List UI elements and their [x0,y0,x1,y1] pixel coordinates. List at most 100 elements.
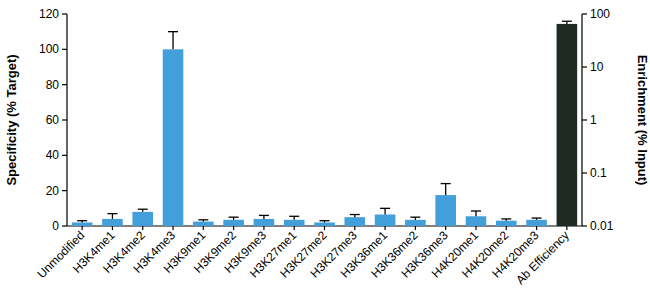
error-cap [259,215,269,216]
error-cap [562,21,572,22]
x-tick [172,226,173,230]
error-bar [138,209,148,212]
x-tick [324,226,325,230]
error-cap [532,217,542,218]
y-tick [62,49,67,50]
error-cap [107,213,117,214]
bar [193,222,214,226]
x-tick [415,226,416,230]
error-cap [289,216,299,217]
y2-tick-label: 0.01 [590,219,614,233]
error-cap [350,214,360,215]
y-tick-label: 40 [46,148,60,162]
y2-tick-label: 10 [590,60,604,74]
bar [375,215,396,226]
x-tick [263,226,264,230]
y-tick [62,84,67,85]
error-cap [168,31,178,32]
error-cap [229,217,239,218]
x-tick-label: Ab Efficiency [513,228,572,287]
bar [435,195,456,226]
error-cap [138,209,148,210]
error-stem [475,211,476,216]
error-cap [198,219,208,220]
x-tick [82,226,83,230]
marks [72,21,577,226]
y-tick [62,155,67,156]
bar [466,216,487,226]
error-bar [168,32,178,50]
y-tick [62,225,67,226]
y2-tick [582,172,587,173]
y-tick-label: 120 [39,7,59,21]
error-cap [380,208,390,209]
bar [284,220,305,226]
error-bar [320,221,330,223]
error-cap [410,217,420,218]
y-tick-label: 0 [52,219,59,233]
error-stem [445,184,446,195]
x-tick [203,226,204,230]
x-tick [536,226,537,230]
bar [254,219,275,226]
y2-tick [582,13,587,14]
error-stem [172,32,173,50]
error-bar [350,215,360,218]
error-cap [441,183,451,184]
bar [163,49,184,226]
y2-tick-label: 1 [590,113,597,127]
error-cap [320,220,330,221]
bar [223,220,244,226]
error-stem [384,208,385,214]
bar [72,222,93,226]
bar [405,220,426,226]
y2-tick [582,66,587,67]
error-bar [77,221,87,223]
bar [526,220,547,226]
bar [102,219,123,226]
x-tick [445,226,446,230]
bar [496,221,517,226]
y2-axis-title: Enrichment (% Input) [635,55,650,186]
y-tick-label: 60 [46,113,60,127]
error-bar [410,217,420,220]
error-stem [112,214,113,219]
bar [557,24,578,226]
y-tick [62,13,67,14]
x-tick [233,226,234,230]
y-tick-label: 20 [46,184,60,198]
error-bar [289,216,299,220]
x-tick [354,226,355,230]
error-bar [229,217,239,220]
bar [132,212,153,226]
error-bar [259,215,269,219]
error-bar [107,214,117,219]
x-tick [112,226,113,230]
x-tick [475,226,476,230]
bar [344,217,365,226]
y2-tick-label: 0.1 [590,166,607,180]
x-tick [294,226,295,230]
y-tick-label: 80 [46,78,60,92]
x-tick [142,226,143,230]
error-bar [532,218,542,220]
y-tick [62,190,67,191]
error-bar [380,208,390,214]
error-bar [562,21,572,24]
error-bar [471,211,481,216]
y-tick [62,119,67,120]
error-cap [501,218,511,219]
error-bar [441,184,451,195]
y-axis-title: Specificity (% Target) [4,54,19,185]
y2-tick-label: 100 [590,7,610,21]
x-tick [566,226,567,230]
y2-tick [582,225,587,226]
bar [314,222,335,226]
chart: 0204060801001200.010.1110100UnmodifiedH3… [0,0,650,305]
y-tick-label: 100 [39,42,59,56]
error-bar [198,220,208,222]
x-tick [506,226,507,230]
error-cap [77,220,87,221]
y2-tick [582,119,587,120]
error-cap [471,210,481,211]
